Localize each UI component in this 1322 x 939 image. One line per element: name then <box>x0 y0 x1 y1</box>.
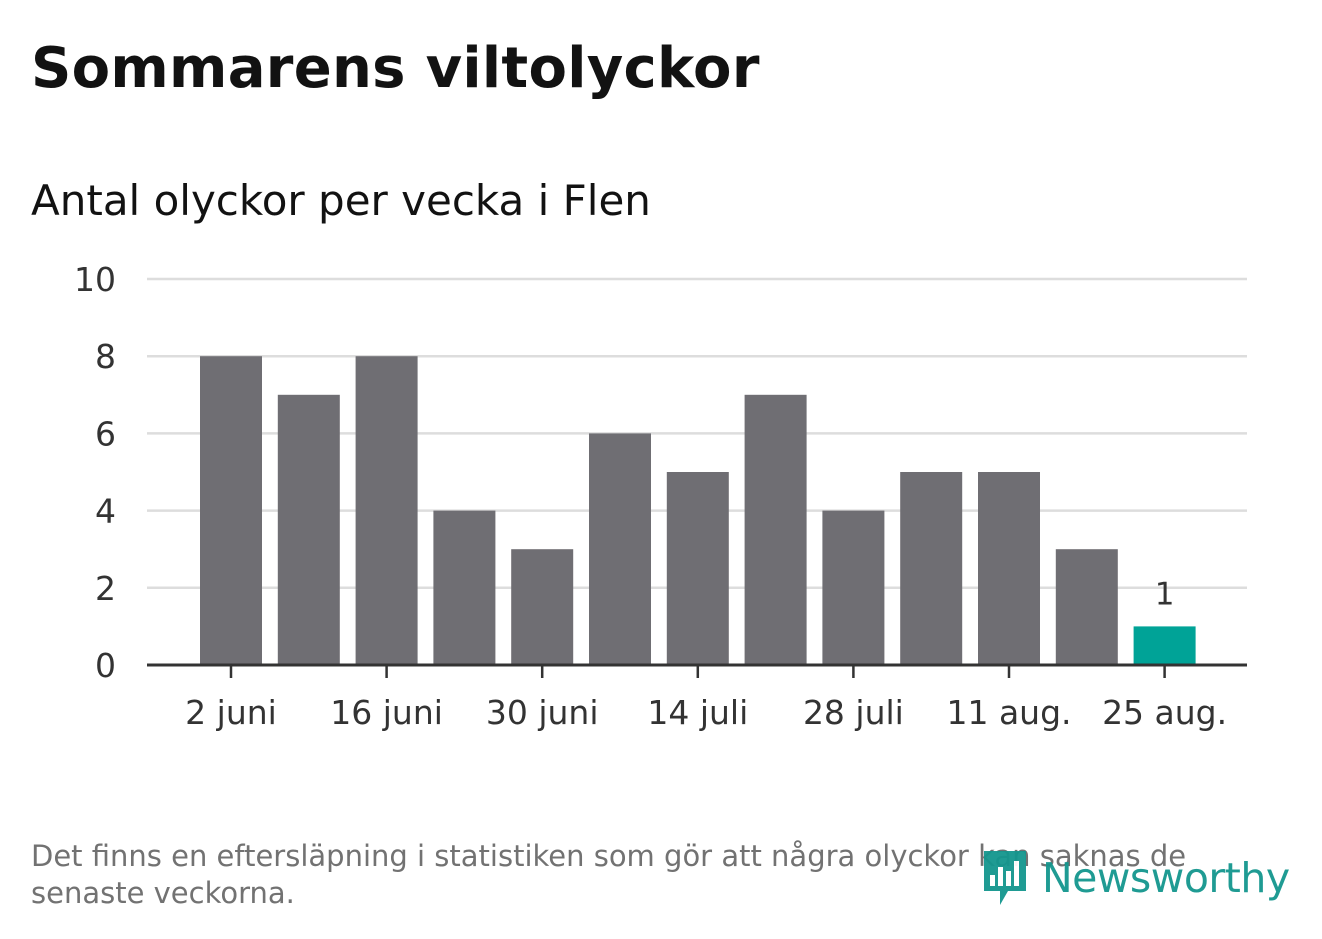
bar <box>355 356 418 665</box>
bar <box>744 394 807 665</box>
x-tick-label: 11 aug. <box>946 693 1071 732</box>
bar <box>1055 549 1118 665</box>
x-tick-label: 16 juni <box>330 693 443 732</box>
bar <box>511 549 574 665</box>
y-tick-label: 2 <box>95 569 116 608</box>
bar-chart: 0 2 4 6 8 10 2 juni 16 juni 30 juni 14 juli 28 ju… <box>74 260 1247 732</box>
y-tick-label: 6 <box>95 414 116 453</box>
newsworthy-logo: Newsworthy <box>980 847 1290 909</box>
y-tick-label: 0 <box>95 646 116 685</box>
bar <box>900 472 963 665</box>
x-tick-label: 28 juli <box>803 693 904 732</box>
chart-title: Sommarens viltolyckor <box>31 36 760 101</box>
x-tick-label: 30 juni <box>486 693 599 732</box>
y-tick-label: 8 <box>95 337 116 376</box>
x-tick-label: 14 juli <box>647 693 748 732</box>
x-tick-label: 25 aug. <box>1102 693 1227 732</box>
bar <box>978 472 1040 665</box>
bar <box>822 510 885 665</box>
bar <box>433 510 496 665</box>
chart-subtitle: Antal olyckor per vecka i Flen <box>31 176 651 225</box>
data-label: 1 <box>1155 576 1175 612</box>
y-axis-ticks: 0 2 4 6 8 10 <box>74 260 116 685</box>
bar <box>1133 626 1196 665</box>
bar-chart-speech-bubble-icon <box>984 851 1026 905</box>
bar <box>200 356 262 665</box>
y-tick-label: 10 <box>74 260 116 299</box>
bars <box>200 356 1196 665</box>
y-tick-label: 4 <box>95 492 116 531</box>
brand-name: Newsworthy <box>1042 854 1290 902</box>
bar <box>589 433 651 665</box>
x-tick-label: 2 juni <box>185 693 277 732</box>
bar <box>666 472 729 665</box>
x-axis-ticks: 2 juni 16 juni 30 juni 14 juli 28 juli 11 aug… <box>185 665 1227 732</box>
data-labels: 1 <box>1155 576 1175 612</box>
bar <box>277 394 340 665</box>
